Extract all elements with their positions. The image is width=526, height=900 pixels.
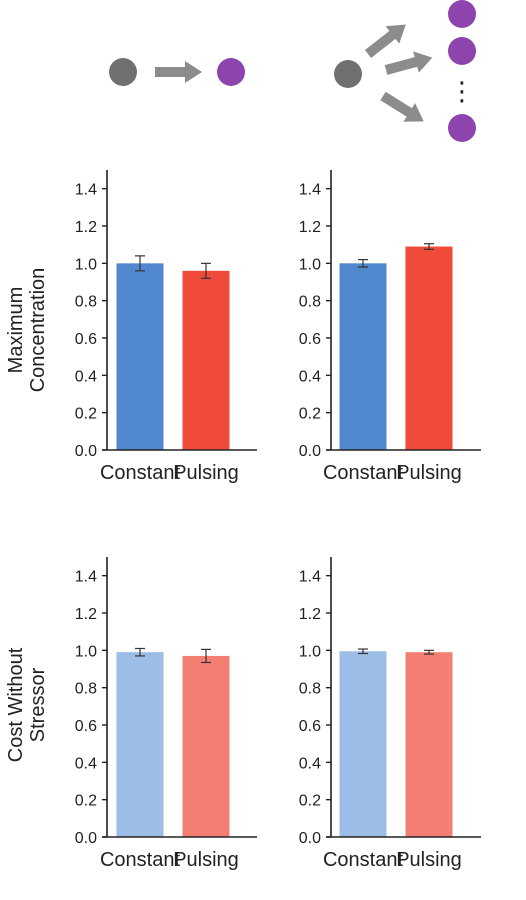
- x-tick-label: Constant: [323, 462, 403, 484]
- y-tick-label: 0.8: [75, 681, 97, 698]
- arrow-icon: [384, 51, 433, 75]
- bar-pulsing: [182, 270, 230, 450]
- y-axis-label-line: Maximum: [5, 287, 27, 374]
- y-tick-label: 0.6: [299, 718, 321, 735]
- y-tick-label: 1.2: [75, 219, 97, 236]
- schematic-multi-target: ⋮: [334, 0, 476, 142]
- y-tick-label: 1.2: [299, 219, 321, 236]
- y-tick-label: 1.2: [75, 606, 97, 623]
- error-bar: [201, 648, 211, 664]
- row-label-bottom: Cost Without Stressor: [5, 647, 49, 762]
- y-tick-label: 0.2: [75, 793, 97, 810]
- y-tick-label: 0.2: [75, 406, 97, 423]
- y-tick-label: 0.4: [299, 755, 321, 772]
- error-bar: [135, 647, 145, 657]
- row-label-top: Maximum Concentration: [5, 268, 49, 393]
- target-node: [217, 58, 245, 86]
- target-node: [448, 0, 476, 28]
- y-tick-label: 0.0: [75, 830, 97, 847]
- error-bar: [424, 649, 434, 655]
- bar-pulsing: [182, 655, 230, 837]
- y-axis-label-line: Stressor: [27, 667, 49, 742]
- y-axis-label-line: Concentration: [27, 268, 49, 393]
- arrow-icon: [380, 91, 424, 122]
- y-tick-label: 1.2: [299, 606, 321, 623]
- y-tick-label: 1.4: [75, 569, 97, 586]
- target-node: [448, 114, 476, 142]
- x-tick-label: Pulsing: [173, 849, 239, 871]
- y-tick-label: 0.0: [299, 830, 321, 847]
- y-tick-label: 1.0: [75, 256, 97, 273]
- bar-constant: [116, 652, 164, 837]
- x-tick-label: Pulsing: [396, 462, 462, 484]
- error-bar: [135, 255, 145, 272]
- bar-constant: [116, 263, 164, 450]
- y-tick-label: 0.4: [75, 755, 97, 772]
- y-tick-label: 0.0: [75, 443, 97, 460]
- source-node: [109, 58, 137, 86]
- x-tick-label: Pulsing: [396, 849, 462, 871]
- y-tick-label: 1.0: [299, 256, 321, 273]
- y-tick-label: 1.4: [75, 182, 97, 199]
- y-tick-label: 0.4: [299, 368, 321, 385]
- x-tick-label: Constant: [100, 462, 180, 484]
- y-tick-label: 0.6: [75, 331, 97, 348]
- y-tick-label: 0.4: [75, 368, 97, 385]
- y-tick-label: 1.4: [299, 569, 321, 586]
- x-tick-label: Constant: [100, 849, 180, 871]
- y-tick-label: 0.2: [299, 406, 321, 423]
- y-tick-label: 1.4: [299, 182, 321, 199]
- error-bar: [358, 648, 368, 655]
- y-tick-label: 0.2: [299, 793, 321, 810]
- bar-constant: [339, 651, 387, 837]
- bar-pulsing: [405, 246, 453, 450]
- y-tick-label: 1.0: [299, 643, 321, 660]
- x-tick-label: Pulsing: [173, 462, 239, 484]
- error-bar: [424, 243, 434, 250]
- bar-pulsing: [405, 652, 453, 837]
- y-axis-label-line: Cost Without: [5, 647, 27, 762]
- schematic-single-target: [109, 58, 245, 86]
- y-tick-label: 0.8: [75, 294, 97, 311]
- y-tick-label: 0.6: [299, 331, 321, 348]
- x-tick-label: Constant: [323, 849, 403, 871]
- error-bar: [201, 262, 211, 279]
- bar-constant: [339, 263, 387, 450]
- y-tick-label: 1.0: [75, 643, 97, 660]
- ellipsis: ⋮: [449, 77, 475, 107]
- y-tick-label: 0.0: [299, 443, 321, 460]
- y-tick-label: 0.6: [75, 718, 97, 735]
- y-tick-label: 0.8: [299, 294, 321, 311]
- arrow-icon: [364, 24, 406, 58]
- arrow-icon: [155, 61, 202, 83]
- target-node: [448, 37, 476, 65]
- error-bar: [358, 259, 368, 268]
- y-tick-label: 0.8: [299, 681, 321, 698]
- source-node: [334, 60, 362, 88]
